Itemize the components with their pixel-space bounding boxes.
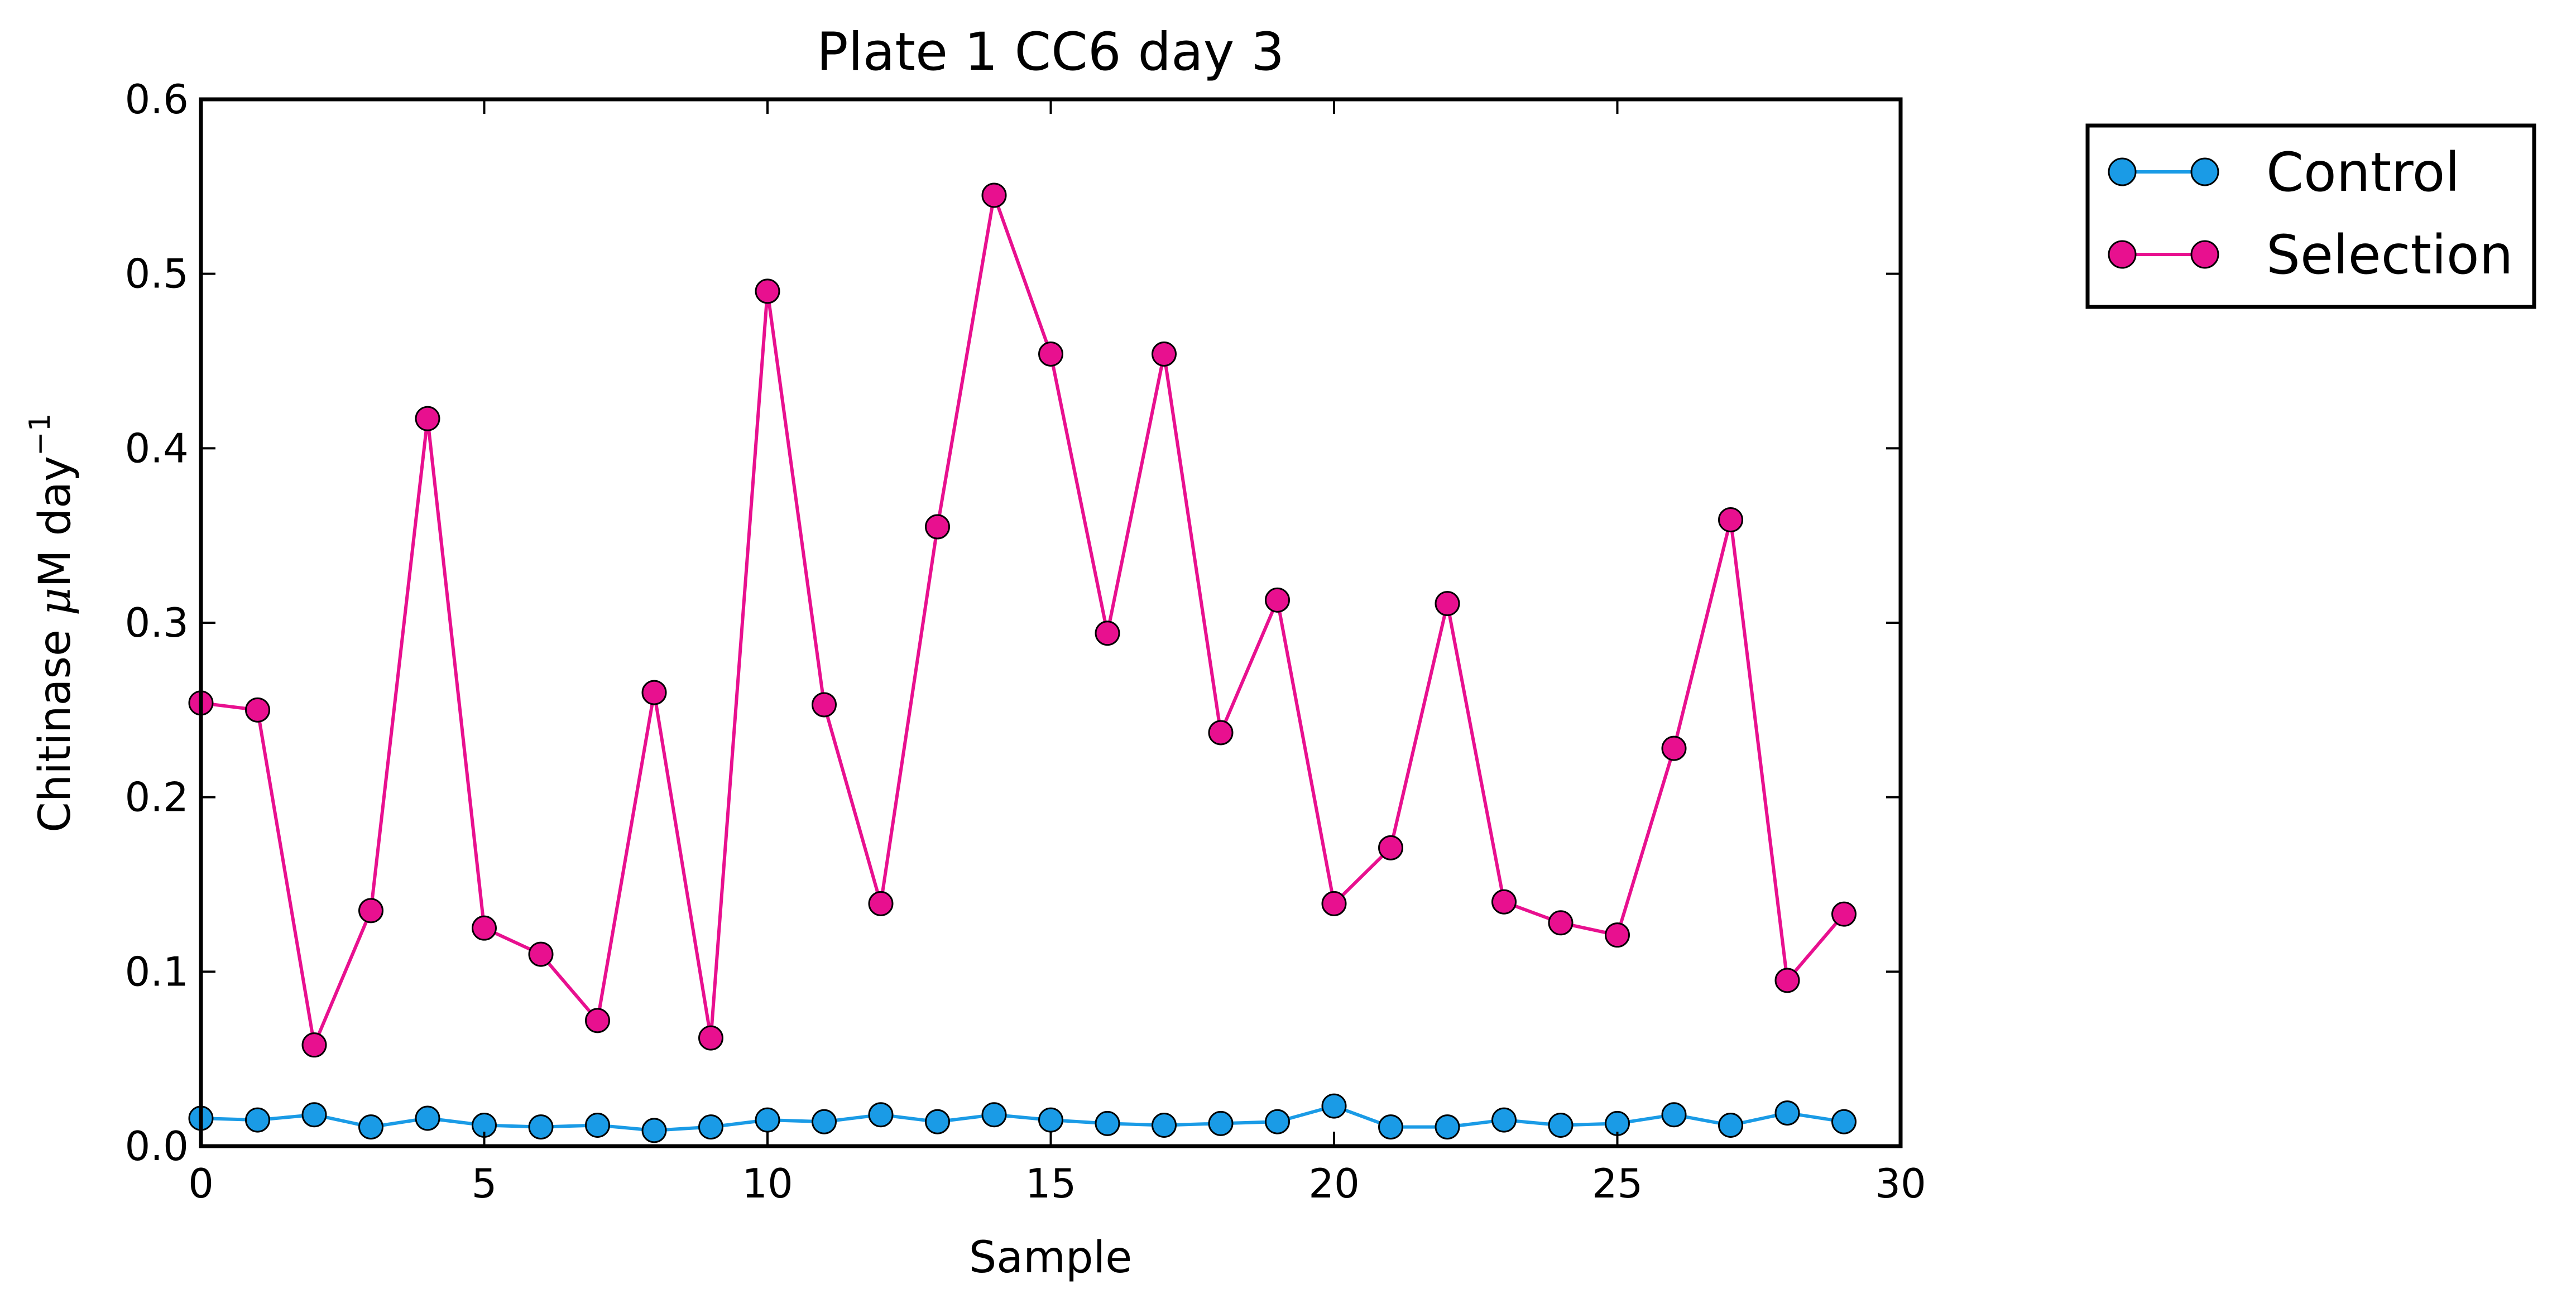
control-point [641, 1118, 667, 1143]
selection-point [981, 182, 1007, 208]
y-axis-label-main: Chitinase [30, 615, 80, 832]
control-point [698, 1114, 723, 1140]
control-point [1095, 1110, 1120, 1136]
control-point [1548, 1112, 1574, 1138]
plot-frame [199, 97, 1903, 1148]
selection-point [472, 915, 497, 941]
selection-point [641, 680, 667, 705]
control-series-line [200, 1104, 1844, 1132]
legend-marker-selection [2190, 240, 2219, 269]
selection-point [1548, 910, 1574, 936]
legend-marker-control [2190, 157, 2219, 186]
selection-point [1208, 720, 1234, 746]
selection-point [585, 1008, 610, 1033]
x-tick-label: 30 [1875, 1160, 1926, 1207]
y-tick-label: 0.1 [124, 948, 189, 995]
control-point [868, 1102, 894, 1128]
selection-point [1435, 591, 1460, 617]
control-point [415, 1105, 440, 1131]
x-tick-label: 25 [1592, 1160, 1643, 1207]
x-tick-label: 10 [742, 1160, 793, 1207]
data-layer [188, 182, 1857, 1143]
selection-point [528, 941, 554, 967]
control-point [925, 1109, 950, 1134]
control-point [755, 1107, 780, 1133]
selection-point [925, 514, 950, 540]
y-tick-label: 0.3 [124, 599, 189, 646]
legend-item-control: Control [2108, 141, 2460, 204]
y-axis-label: Chitinase μM day−1 [23, 413, 80, 832]
control-point [1491, 1107, 1517, 1133]
selection-point [698, 1025, 723, 1051]
selection-point [1718, 507, 1743, 533]
x-tick-label: 15 [1025, 1160, 1077, 1207]
control-point [1831, 1109, 1857, 1134]
y-tick-label: 0.6 [124, 76, 189, 123]
control-point [1208, 1110, 1234, 1136]
x-tick-label: 20 [1308, 1160, 1360, 1207]
control-point [585, 1112, 610, 1138]
selection-point [812, 692, 837, 718]
y-tick-label: 0.0 [124, 1123, 189, 1170]
selection-point [1152, 341, 1177, 367]
selection-point [1774, 968, 1800, 993]
control-point [1265, 1109, 1290, 1134]
selection-point [1095, 621, 1120, 646]
legend-item-selection: Selection [2108, 224, 2513, 286]
control-point [1718, 1112, 1743, 1138]
selection-point [301, 1032, 327, 1058]
legend-marker-selection [2108, 240, 2137, 269]
selection-point [1491, 889, 1517, 915]
legend-marker-control [2108, 157, 2137, 186]
y-axis-label-mu: μ [30, 588, 80, 616]
legend-frame [2085, 123, 2536, 309]
selection-point [1038, 341, 1063, 367]
control-point [528, 1114, 554, 1140]
x-axis-label: Sample [969, 1233, 1132, 1283]
legend-entries: Control Selection [2108, 141, 2513, 286]
legend-label-selection: Selection [2266, 224, 2513, 286]
control-point [1435, 1114, 1460, 1140]
selection-point [245, 697, 270, 723]
chart-title: Plate 1 CC6 day 3 [817, 22, 1284, 83]
control-point [301, 1102, 327, 1128]
control-point [1321, 1093, 1347, 1119]
x-tick-label: 5 [472, 1160, 497, 1207]
control-point [358, 1114, 383, 1140]
control-point [1774, 1100, 1800, 1126]
control-point [1038, 1107, 1063, 1133]
selection-point [1661, 735, 1687, 761]
selection-point [1321, 891, 1347, 916]
selection-point [415, 406, 440, 431]
legend-label-control: Control [2266, 141, 2460, 204]
y-axis-label-unit: M day [30, 456, 80, 588]
selection-series-line [200, 193, 1845, 1047]
selection-point [868, 891, 894, 916]
legend: Control Selection [2085, 123, 2536, 309]
control-point [245, 1107, 270, 1133]
selection-point [1378, 835, 1403, 860]
axis-layer: 0 5 10 15 20 25 30 0.0 0.1 0.2 0.3 0.4 0.5 0.6 [124, 76, 1926, 1207]
selection-point [1265, 587, 1290, 613]
selection-point [1831, 901, 1857, 927]
control-point [981, 1102, 1007, 1128]
y-axis-label-exponent: −1 [23, 413, 57, 456]
y-tick-label: 0.5 [124, 251, 189, 297]
control-point [812, 1109, 837, 1134]
x-tick-label: 0 [188, 1160, 214, 1207]
selection-point [358, 898, 383, 924]
y-tick-label: 0.4 [124, 425, 189, 472]
control-point [1661, 1102, 1687, 1128]
control-point [1152, 1112, 1177, 1138]
selection-point [1605, 922, 1630, 948]
control-point [1378, 1114, 1403, 1140]
y-tick-label: 0.2 [124, 774, 189, 821]
selection-point [755, 278, 780, 304]
